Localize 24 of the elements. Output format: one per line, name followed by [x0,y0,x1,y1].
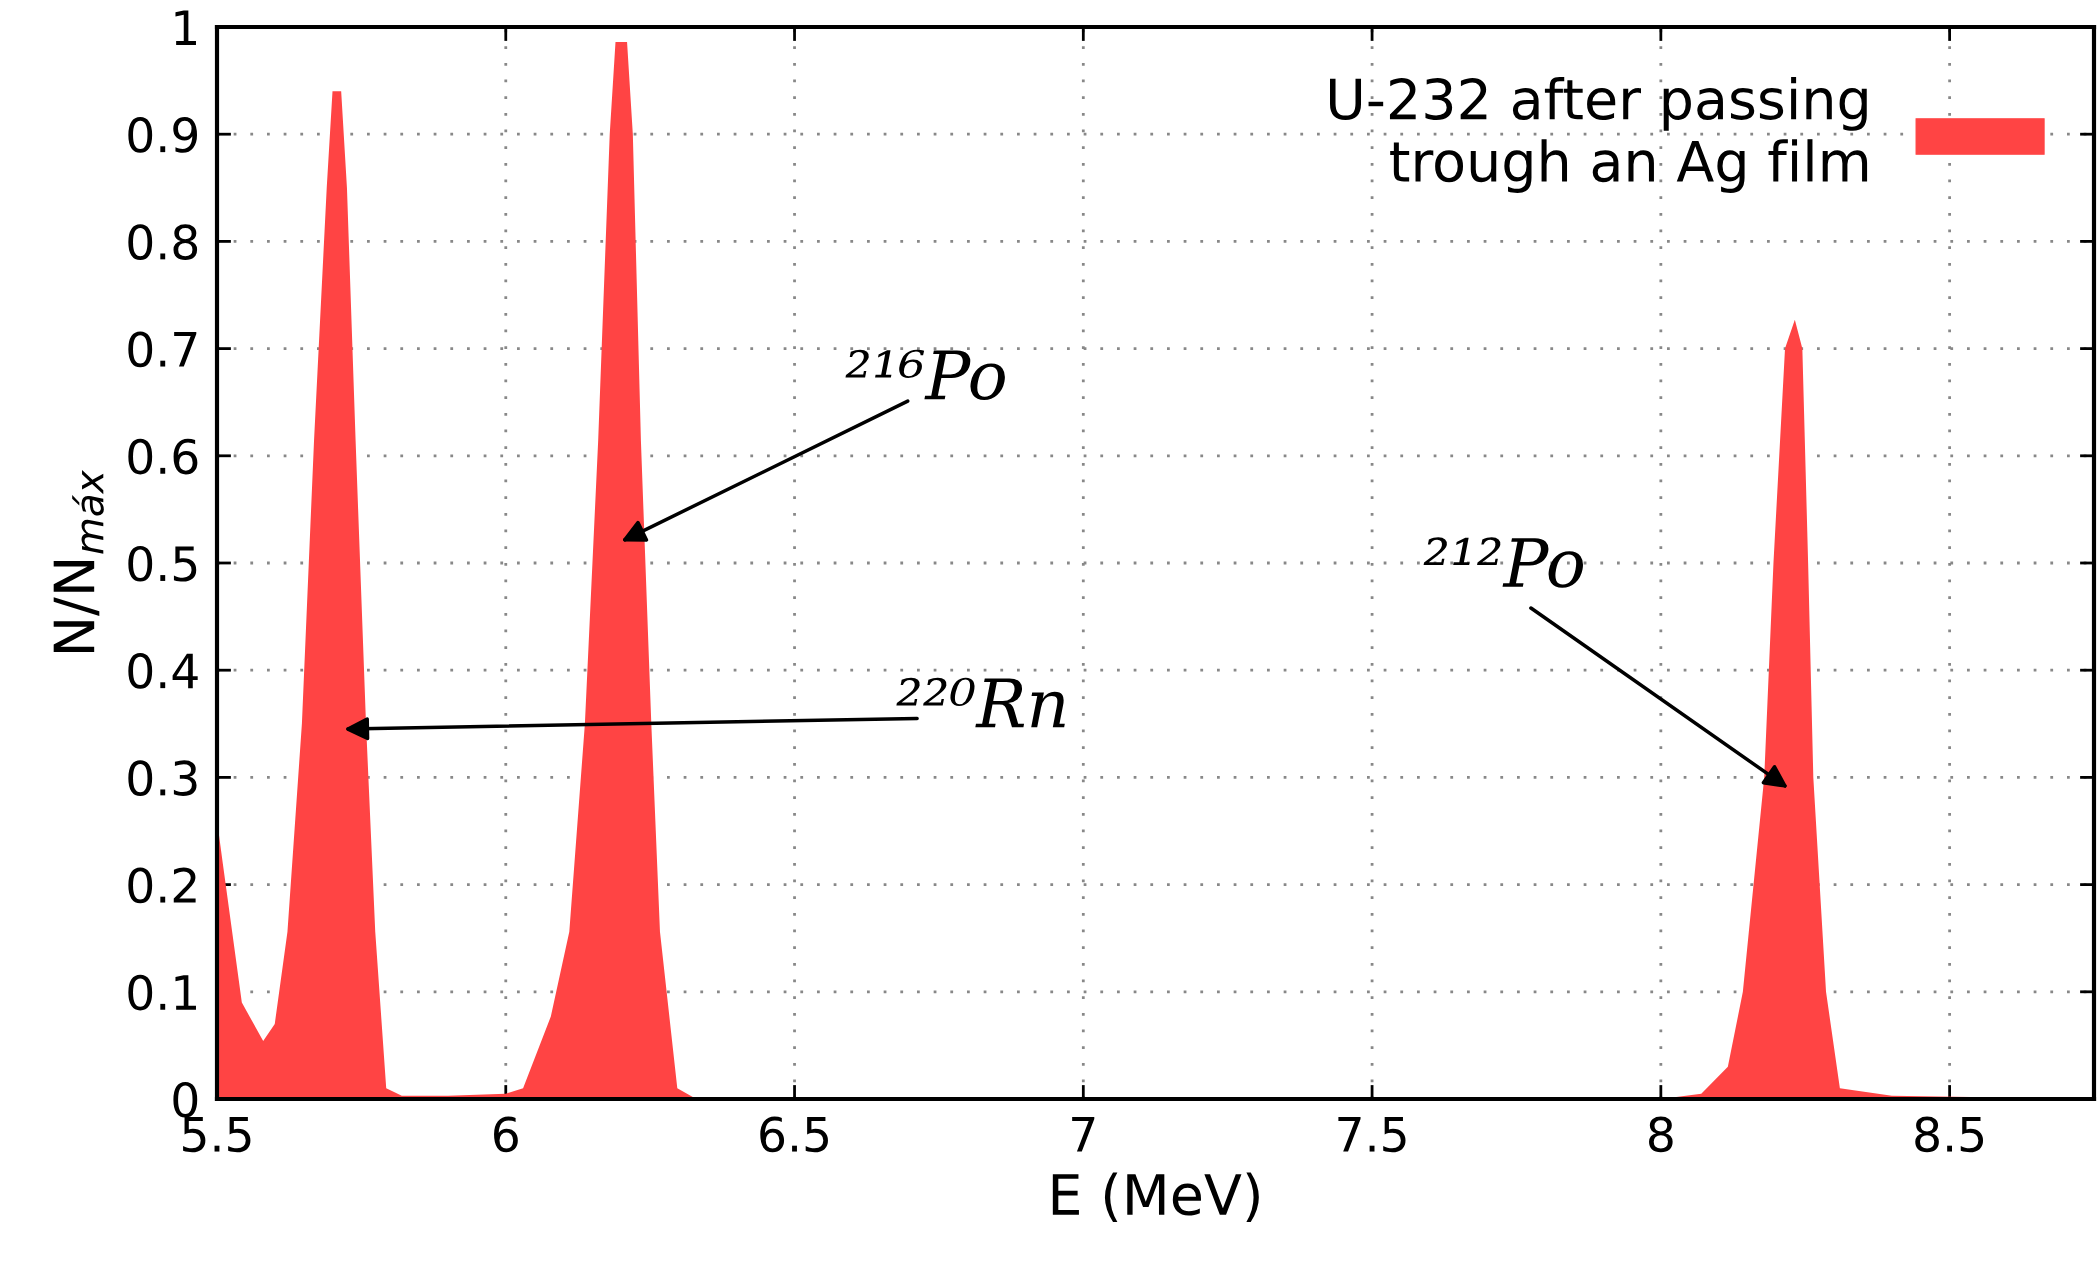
annotation: ²¹²Po [1423,537,1583,588]
y-tick-label: 0.4 [128,653,198,689]
x-tick-label: 8 [1649,1116,1673,1153]
y-tick-label: 0.7 [128,331,197,368]
x-tick-label: 7 [1072,1117,1095,1152]
y-tick-label: 0.5 [128,545,197,582]
y-tick-label: 0.9 [128,117,198,153]
x-tick-label: 6 [494,1116,518,1153]
y-tick-label: 0.6 [128,438,198,475]
x-tick-label: 8.5 [1915,1116,1984,1153]
x-tick-label: 5.5 [183,1117,251,1153]
y-tick-label: 0 [173,1081,198,1118]
annotation: ²¹⁶Po [845,349,1005,401]
x-axis-title: E (MeV) [1052,1172,1259,1223]
x-tick-label: 7.5 [1338,1117,1406,1153]
x-tick-label: 6.5 [760,1116,828,1153]
y-tick-label: 0.8 [128,224,198,261]
legend-label: U-232 after passing trough an Ag film [1330,77,1868,193]
y-tick-label: 0.3 [128,760,197,797]
y-tick-label: 0.2 [128,867,196,904]
y-tick-label: 1 [175,10,196,45]
y-axis-title: N/N$_{máx}$ [53,470,104,652]
y-tick-label: 0.1 [128,974,196,1011]
annotation: ²²⁰Rn [896,677,1065,728]
